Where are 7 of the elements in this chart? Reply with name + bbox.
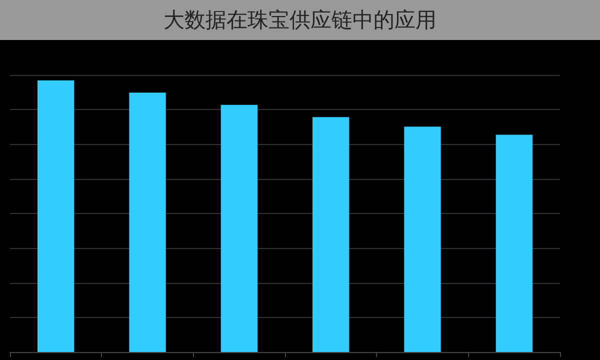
bar xyxy=(404,126,441,352)
bar xyxy=(220,104,258,352)
chart-title: 大数据在珠宝供应链中的应用 xyxy=(0,0,600,40)
bar xyxy=(38,80,74,352)
bar xyxy=(129,92,166,352)
bar xyxy=(312,117,350,352)
bar xyxy=(496,134,532,352)
